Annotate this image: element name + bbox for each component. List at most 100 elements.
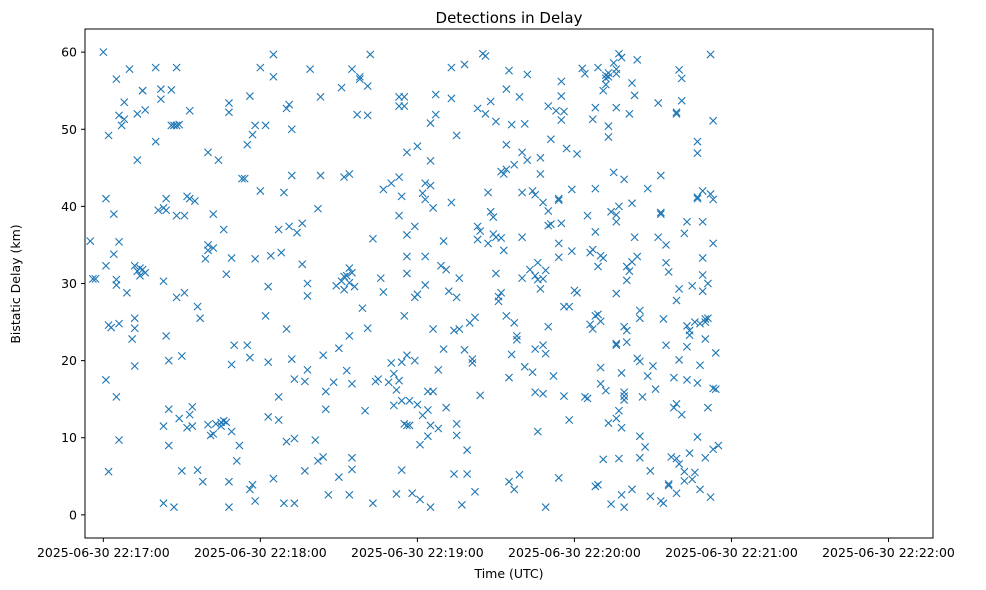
data-point <box>358 304 367 313</box>
data-point <box>557 219 566 228</box>
data-point <box>604 68 613 77</box>
data-point <box>510 160 519 169</box>
data-point <box>193 302 202 311</box>
data-point <box>557 92 566 101</box>
data-point <box>505 66 513 75</box>
data-point <box>397 358 406 367</box>
data-point <box>612 289 621 298</box>
data-point <box>303 279 312 288</box>
data-point <box>696 361 705 370</box>
data-point <box>274 225 283 234</box>
data-point <box>321 405 330 414</box>
data-point <box>470 487 479 496</box>
data-point <box>392 385 401 394</box>
data-point <box>567 247 576 256</box>
data-point <box>455 274 464 283</box>
x-axis-label: Time (UTC) <box>473 566 543 581</box>
data-point <box>156 85 165 94</box>
data-point <box>282 437 291 446</box>
data-point <box>711 348 720 357</box>
data-point <box>402 269 411 278</box>
data-point <box>648 362 657 371</box>
data-point <box>622 338 631 347</box>
data-point <box>324 490 333 499</box>
data-point <box>405 396 414 405</box>
data-point <box>675 459 684 468</box>
data-point <box>426 421 435 430</box>
data-point <box>408 489 417 498</box>
data-point <box>588 325 597 333</box>
data-point <box>593 310 602 319</box>
data-point <box>580 69 589 78</box>
data-point <box>185 194 194 203</box>
data-point <box>368 234 377 243</box>
data-point <box>198 477 207 486</box>
data-point <box>468 358 477 367</box>
data-point <box>596 317 605 326</box>
data-point <box>439 345 448 354</box>
data-point <box>701 335 710 344</box>
data-point <box>520 362 529 371</box>
y-tick-label: 40 <box>61 199 77 214</box>
data-point <box>274 392 283 401</box>
data-point <box>400 311 409 320</box>
data-point <box>279 499 288 508</box>
data-point <box>300 466 309 475</box>
data-point <box>347 65 356 74</box>
data-point <box>256 63 265 72</box>
data-point <box>484 188 493 197</box>
data-point <box>559 107 568 116</box>
data-point <box>405 421 414 430</box>
data-point <box>541 503 550 512</box>
data-point <box>612 210 621 219</box>
data-point <box>452 431 461 440</box>
data-point <box>709 445 718 454</box>
data-point <box>703 314 712 323</box>
data-point <box>607 207 616 216</box>
data-point <box>557 116 566 124</box>
data-point <box>476 227 485 236</box>
data-point <box>334 344 343 353</box>
x-tick-label: 2025-06-30 22:18:00 <box>194 545 327 560</box>
data-point <box>677 96 686 105</box>
data-point <box>591 227 600 236</box>
data-point <box>133 109 142 118</box>
data-point <box>520 119 529 128</box>
data-point <box>531 271 540 280</box>
data-point <box>533 258 542 267</box>
data-point <box>604 132 613 141</box>
data-point <box>319 453 328 462</box>
data-point <box>675 65 684 74</box>
data-point <box>620 395 629 404</box>
data-point <box>510 318 519 327</box>
data-point <box>130 261 139 270</box>
data-point <box>379 287 388 296</box>
data-point <box>99 48 108 57</box>
data-point <box>672 454 681 463</box>
data-point <box>350 282 359 291</box>
data-point <box>426 156 435 165</box>
data-point <box>562 144 571 153</box>
data-point <box>243 341 252 350</box>
data-point <box>633 55 642 64</box>
data-point <box>452 131 461 140</box>
data-point <box>361 406 370 415</box>
data-point <box>154 206 163 215</box>
data-point <box>442 403 451 412</box>
data-point <box>434 424 443 433</box>
data-point <box>539 341 548 350</box>
data-point <box>439 237 448 246</box>
data-point <box>601 80 610 89</box>
x-tick-label: 2025-06-30 22:21:00 <box>665 545 798 560</box>
data-point <box>347 465 356 474</box>
data-point <box>630 91 639 100</box>
data-point <box>345 278 354 287</box>
data-point <box>363 82 372 91</box>
data-point <box>614 406 623 415</box>
data-point <box>447 94 456 103</box>
data-point <box>112 392 121 401</box>
data-point <box>293 228 301 237</box>
data-point <box>706 493 715 502</box>
data-point <box>539 389 548 398</box>
data-point <box>512 331 521 340</box>
